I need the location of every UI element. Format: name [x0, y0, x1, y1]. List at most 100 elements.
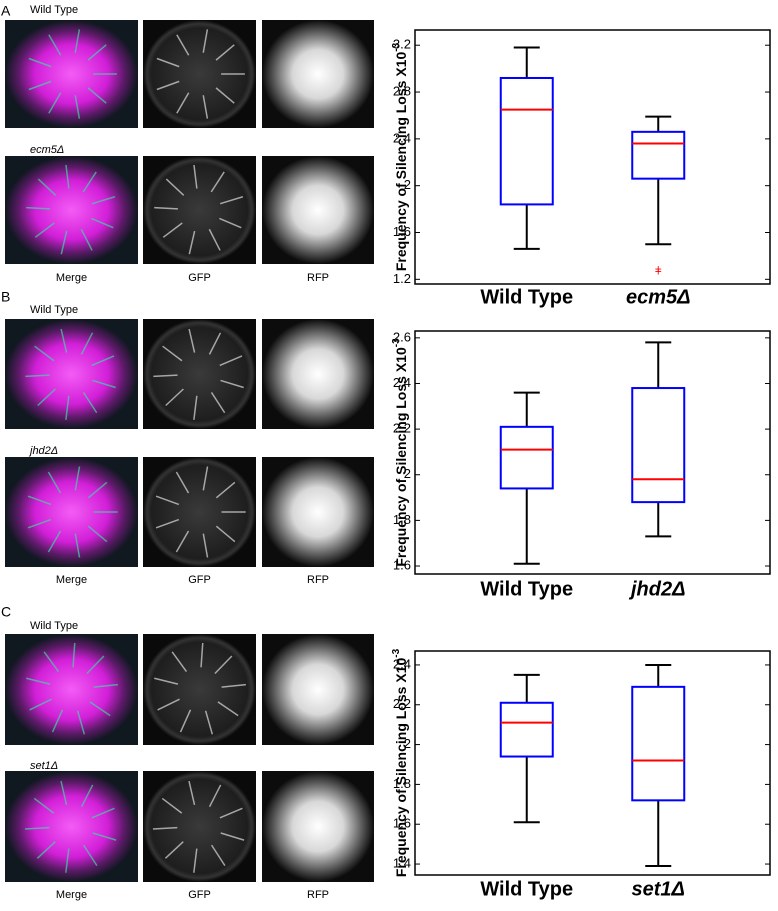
streak [76, 710, 86, 735]
streak [34, 222, 55, 238]
column-label: Merge [56, 889, 87, 901]
streak [74, 95, 81, 119]
streak [37, 178, 57, 196]
streak [155, 518, 180, 529]
streak [202, 533, 209, 558]
streak [27, 495, 52, 506]
x-tick-label: Wild Type [480, 286, 573, 308]
streak [65, 848, 70, 873]
x-tick-label: ecm5Δ [626, 286, 691, 308]
streak [208, 332, 222, 355]
y-tick-label: 1.4 [393, 855, 411, 870]
streak [154, 206, 178, 210]
streak [176, 34, 190, 56]
streak [74, 466, 81, 491]
streak [215, 87, 235, 104]
streak [92, 832, 117, 841]
panel-letter: C [1, 604, 11, 620]
box [499, 76, 554, 206]
micrograph [262, 457, 374, 567]
row-label: jhd2Δ [28, 445, 58, 457]
micrograph [143, 156, 256, 264]
streak [202, 466, 209, 491]
streak [157, 698, 180, 711]
y-tick-label: 1.8 [393, 512, 411, 527]
micrograph [262, 771, 374, 882]
x-tick-label: Wild Type [480, 578, 573, 600]
streak [60, 780, 68, 806]
micrograph [262, 20, 374, 128]
y-tick-label: 1.8 [393, 776, 411, 791]
streak [202, 95, 209, 119]
streak [188, 780, 196, 806]
column-label: Merge [56, 574, 87, 586]
y-axis-label: Frequency of Silencing Loss X10-3 [391, 648, 409, 877]
streak [48, 92, 62, 114]
box [499, 701, 554, 758]
streak [176, 92, 190, 114]
streak [91, 196, 116, 205]
outlier: + [655, 264, 662, 278]
streak [152, 826, 178, 830]
panel-letter: A [1, 3, 11, 19]
column-label: RFP [307, 272, 329, 284]
streak [153, 374, 178, 378]
streak [34, 345, 55, 362]
micrograph [262, 156, 374, 264]
streak [156, 80, 180, 91]
micrograph [5, 20, 138, 128]
streak [210, 844, 226, 867]
streak [36, 841, 56, 859]
streak [162, 222, 183, 238]
streak [80, 784, 94, 808]
outlier: + [655, 262, 662, 276]
streak [48, 34, 62, 56]
y-tick-label: 2 [404, 466, 411, 481]
streak [193, 395, 198, 420]
streak [74, 533, 81, 558]
y-tick-label: 2.6 [393, 329, 411, 344]
micrograph [143, 771, 256, 882]
y-tick-label: 1.6 [393, 224, 411, 239]
row-label: ecm5Δ [30, 144, 64, 156]
streak [175, 471, 190, 494]
micrograph [5, 457, 138, 567]
streak [156, 57, 180, 68]
streak [91, 355, 115, 367]
streak [86, 655, 105, 675]
micrograph [262, 634, 374, 745]
y-axis-label: Frequency of Silencing Loss X10-3 [391, 338, 409, 567]
row-label: Wild Type [30, 304, 78, 316]
streak [25, 374, 50, 378]
y-tick-label: 2 [404, 177, 411, 192]
streak [91, 217, 114, 229]
streak [47, 530, 62, 553]
streak [220, 379, 244, 389]
streak [29, 698, 52, 711]
streak [87, 481, 108, 499]
streak [154, 677, 179, 685]
y-tick-label: 1.6 [393, 816, 411, 831]
streak [28, 57, 52, 68]
column-label: Merge [56, 272, 87, 284]
y-axis-label-exponent: -3 [391, 42, 402, 51]
y-tick-label: 1.6 [393, 557, 411, 572]
streak [221, 683, 246, 688]
streak [92, 379, 116, 389]
streak [82, 392, 98, 414]
streak [37, 388, 56, 407]
y-axis-label: Frequency of Silencing Loss X10-3 [391, 42, 409, 271]
micrograph [5, 156, 138, 264]
column-label: RFP [307, 574, 329, 586]
column-label: GFP [188, 272, 211, 284]
streak [193, 848, 198, 873]
plot-frame [414, 330, 771, 575]
y-tick-label: 2 [404, 736, 411, 751]
row-label: Wild Type [30, 620, 78, 632]
streak [219, 807, 243, 819]
streak [91, 807, 115, 819]
row-label: set1Δ [30, 760, 58, 772]
box [631, 685, 686, 802]
y-tick-label: 2.4 [393, 656, 411, 671]
streak [202, 29, 209, 53]
